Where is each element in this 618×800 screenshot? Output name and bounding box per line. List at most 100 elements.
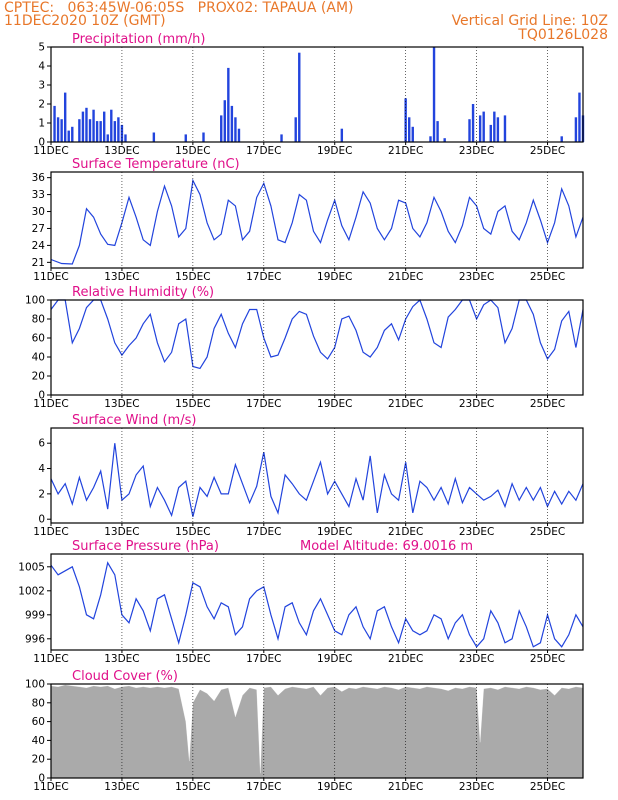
x-tick-label: 23DEC	[459, 526, 494, 538]
x-tick-label: 25DEC	[530, 145, 565, 157]
precip-bar	[81, 111, 85, 142]
y-tick-label: 100	[25, 679, 45, 691]
x-tick-label: 19DEC	[317, 526, 352, 538]
precip-bar	[117, 117, 120, 142]
precip-bar	[432, 47, 436, 142]
y-tick-label: 1002	[18, 585, 45, 597]
precip-bar	[85, 107, 88, 142]
panel-frame	[50, 171, 584, 269]
precip-bar	[294, 117, 297, 142]
x-tick-label: 15DEC	[175, 271, 210, 283]
x-tick-label: 17DEC	[246, 271, 281, 283]
x-tick-label: 21DEC	[388, 526, 423, 538]
precip-bar	[436, 121, 439, 142]
precip-bar	[71, 126, 74, 142]
precip-bar	[227, 67, 230, 142]
x-tick-label: 21DEC	[388, 781, 423, 793]
y-tick-label: 3	[38, 80, 45, 92]
panel-title: Precipitation (mm/h)	[72, 32, 205, 47]
precip-bar	[429, 136, 432, 142]
panel-2: Relative Humidity (%) 0 20 40 60 80 100 11DEC 13…	[25, 285, 584, 410]
x-tick-label: 19DEC	[317, 145, 352, 157]
precip-bar	[496, 117, 500, 142]
x-tick-label: 11DEC	[33, 653, 68, 665]
x-tick-label: 11DEC	[33, 145, 68, 157]
x-tick-label: 13DEC	[104, 781, 139, 793]
panel-4: Surface Pressure (hPa) Model Altitude: 69…	[18, 539, 584, 665]
x-tick-label: 23DEC	[459, 781, 494, 793]
x-tick-label: 15DEC	[175, 145, 210, 157]
x-tick-label: 13DEC	[104, 526, 139, 538]
y-tick-label: 999	[25, 609, 45, 621]
panel-1: Surface Temperature (nC) 21 24 27 30 33 36 11DE…	[32, 157, 584, 283]
y-tick-label: 0	[38, 773, 45, 785]
panel-5: Cloud Cover (%) 0 20 40 60 80 100 11DEC 13DEC 15D…	[25, 669, 584, 793]
precip-bar	[443, 138, 446, 142]
y-tick-label: 24	[32, 240, 46, 252]
precip-bar	[124, 134, 127, 142]
x-tick-label: 19DEC	[317, 398, 352, 410]
x-tick-label: 19DEC	[317, 653, 352, 665]
station-header: CPTEC: 063:45W-06:05S PROX02: TAPAUA (AM…	[4, 0, 354, 16]
y-tick-label: 0	[38, 390, 45, 402]
precip-bar	[99, 121, 102, 142]
x-tick-label: 23DEC	[459, 271, 494, 283]
precip-bar	[482, 111, 485, 142]
y-tick-label: 2	[38, 99, 45, 111]
cloud-area	[50, 684, 584, 779]
grid-line-note: Vertical Grid Line: 10Z	[451, 13, 608, 29]
y-tick-label: 60	[32, 333, 45, 345]
precip-bar	[103, 111, 106, 142]
panel-annotation: Model Altitude: 69.0016 m	[300, 539, 473, 554]
x-tick-label: 15DEC	[175, 398, 210, 410]
precip-bar	[152, 132, 156, 142]
precip-bar	[503, 115, 507, 142]
x-tick-label: 21DEC	[388, 145, 423, 157]
x-tick-label: 25DEC	[530, 653, 565, 665]
precip-bar	[92, 109, 95, 142]
x-tick-label: 13DEC	[104, 145, 139, 157]
precip-bar	[408, 117, 411, 142]
series-line	[50, 443, 584, 518]
y-tick-label: 80	[32, 314, 45, 326]
y-tick-label: 21	[32, 257, 45, 269]
precip-bar	[120, 124, 124, 142]
x-tick-label: 11DEC	[33, 398, 68, 410]
precip-bar	[411, 126, 414, 142]
y-tick-label: 6	[38, 438, 45, 450]
x-tick-label: 23DEC	[459, 398, 494, 410]
series-line	[50, 298, 584, 370]
y-tick-label: 1005	[18, 561, 45, 573]
y-tick-label: 1	[38, 118, 45, 130]
precip-bar	[234, 117, 237, 142]
precip-bar	[78, 119, 81, 142]
y-tick-label: 5	[38, 42, 45, 54]
panel-frame	[50, 553, 584, 651]
x-tick-label: 23DEC	[459, 145, 494, 157]
panel-title: Cloud Cover (%)	[72, 669, 178, 684]
precip-bar	[578, 92, 581, 142]
precip-bar	[468, 119, 471, 142]
precip-bar	[574, 117, 578, 142]
y-tick-label: 33	[32, 189, 45, 201]
precip-bar	[202, 132, 205, 142]
x-tick-label: 19DEC	[317, 781, 352, 793]
x-tick-label: 25DEC	[530, 781, 565, 793]
x-tick-label: 25DEC	[530, 398, 565, 410]
precip-bar	[230, 105, 234, 142]
x-tick-label: 17DEC	[246, 781, 281, 793]
panel-frame	[50, 299, 584, 396]
x-tick-label: 11DEC	[33, 526, 68, 538]
precip-bar	[184, 134, 187, 142]
panel-title: Surface Wind (m/s)	[72, 413, 196, 428]
panel-frame	[50, 46, 584, 143]
panel-0: Precipitation (mm/h) 0 1 2 3 4 5 11DEC 13DEC 15DE…	[33, 32, 585, 157]
y-tick-label: 0	[38, 514, 45, 526]
panel-3: Surface Wind (m/s) 0 2 4 6 11DEC 13DEC 15DEC 17D…	[33, 413, 584, 538]
y-tick-label: 0	[38, 137, 45, 149]
x-tick-label: 17DEC	[246, 398, 281, 410]
precip-bar	[56, 117, 60, 142]
precip-bar	[88, 119, 92, 142]
panel-title: Surface Pressure (hPa)	[72, 539, 219, 554]
precip-bar	[63, 92, 67, 142]
